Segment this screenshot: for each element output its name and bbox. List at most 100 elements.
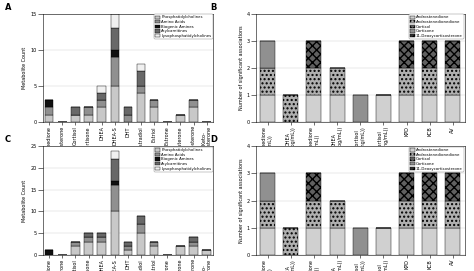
Bar (189, 246, 198, 255)
Bar (84, 108, 93, 115)
Bar (176, 115, 185, 122)
Bar (306, 173, 321, 201)
Bar (45, 108, 54, 115)
Bar (422, 95, 438, 122)
Bar (399, 201, 414, 228)
Bar (110, 151, 119, 159)
Bar (84, 242, 93, 255)
Bar (110, 211, 119, 255)
Bar (353, 95, 368, 122)
Bar (110, 159, 119, 181)
Bar (446, 228, 460, 255)
Bar (45, 250, 54, 255)
Bar (189, 100, 198, 108)
Bar (260, 41, 275, 68)
Bar (329, 68, 345, 95)
Bar (329, 228, 345, 255)
Bar (376, 228, 391, 255)
Text: D: D (210, 136, 217, 144)
Bar (137, 216, 146, 224)
Text: B: B (210, 3, 217, 12)
Bar (71, 115, 80, 122)
Bar (98, 233, 106, 237)
Bar (98, 237, 106, 242)
Bar (399, 173, 414, 201)
Y-axis label: Metabolite Count: Metabolite Count (22, 47, 27, 89)
Bar (137, 224, 146, 233)
Bar (446, 68, 460, 95)
Bar (306, 41, 321, 68)
Bar (45, 100, 54, 108)
Bar (399, 95, 414, 122)
Bar (137, 64, 146, 71)
Bar (306, 228, 321, 255)
Bar (399, 41, 414, 68)
Bar (84, 237, 93, 242)
Bar (422, 68, 438, 95)
Bar (137, 71, 146, 86)
Bar (446, 201, 460, 228)
Y-axis label: Number of significant associations: Number of significant associations (239, 158, 244, 243)
Bar (98, 108, 106, 122)
Bar (306, 201, 321, 228)
Bar (189, 108, 198, 122)
Bar (260, 201, 275, 228)
Bar (283, 95, 298, 122)
Bar (110, 181, 119, 185)
Text: A: A (5, 3, 12, 12)
Bar (306, 68, 321, 95)
Bar (124, 246, 132, 250)
Bar (399, 68, 414, 95)
Bar (110, 28, 119, 50)
Bar (124, 108, 132, 115)
Bar (110, 86, 119, 122)
Legend: Androstenedione, Androstenedionedione, Cortisol, Cortisone, 11-Deoxycortisostero: Androstenedione, Androstenedionedione, C… (409, 14, 464, 39)
Bar (306, 95, 321, 122)
Bar (422, 41, 438, 68)
Bar (124, 250, 132, 255)
Bar (189, 237, 198, 242)
Bar (98, 242, 106, 255)
Bar (124, 115, 132, 122)
Bar (98, 93, 106, 100)
Bar (98, 86, 106, 93)
Bar (45, 115, 54, 122)
Bar (176, 246, 185, 255)
Bar (283, 228, 298, 255)
Bar (422, 201, 438, 228)
Bar (260, 173, 275, 201)
Bar (71, 242, 80, 246)
Bar (376, 95, 391, 122)
Bar (260, 95, 275, 122)
Bar (399, 228, 414, 255)
Bar (329, 95, 345, 122)
Bar (150, 246, 158, 255)
Bar (422, 228, 438, 255)
Bar (98, 100, 106, 108)
Legend: Phosphatidylcholines, Amino Acids, Biogenic Amines, Acylcarnitines, Lysophosphat: Phosphatidylcholines, Amino Acids, Bioge… (154, 14, 212, 39)
Bar (71, 108, 80, 115)
Bar (446, 41, 460, 68)
Bar (124, 242, 132, 246)
Bar (137, 233, 146, 255)
Bar (446, 173, 460, 201)
Text: C: C (5, 136, 11, 144)
Bar (110, 185, 119, 211)
Bar (202, 250, 211, 255)
Bar (422, 173, 438, 201)
Bar (71, 246, 80, 255)
Bar (150, 100, 158, 108)
Bar (260, 68, 275, 95)
Bar (137, 93, 146, 122)
Bar (110, 14, 119, 28)
Y-axis label: Number of significant associations: Number of significant associations (239, 25, 244, 110)
Bar (446, 95, 460, 122)
Bar (150, 108, 158, 122)
Bar (137, 86, 146, 93)
Bar (329, 201, 345, 228)
Bar (150, 242, 158, 246)
Bar (110, 57, 119, 86)
Bar (84, 233, 93, 237)
Bar (84, 115, 93, 122)
Legend: Phosphatidylcholines, Amino Acids, Biogenic Amines, Acylcarnitines, Lysophosphat: Phosphatidylcholines, Amino Acids, Bioge… (154, 147, 212, 172)
